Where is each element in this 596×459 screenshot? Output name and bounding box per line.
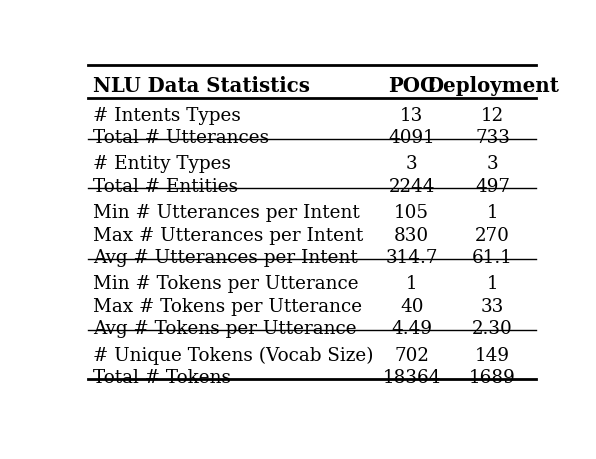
Text: 1: 1 [487, 204, 498, 222]
Text: 105: 105 [394, 204, 429, 222]
Text: 1: 1 [487, 275, 498, 293]
Text: 1689: 1689 [469, 368, 516, 386]
Text: 2244: 2244 [389, 177, 435, 196]
Text: 733: 733 [475, 129, 510, 146]
Text: 3: 3 [406, 155, 418, 173]
Text: Total # Tokens: Total # Tokens [93, 368, 231, 386]
Text: POC: POC [388, 76, 436, 96]
Text: NLU Data Statistics: NLU Data Statistics [93, 76, 310, 96]
Text: Max # Tokens per Utterance: Max # Tokens per Utterance [93, 297, 362, 315]
Text: 497: 497 [475, 177, 510, 196]
Text: 702: 702 [394, 346, 429, 364]
Text: 33: 33 [481, 297, 504, 315]
Text: Avg # Utterances per Intent: Avg # Utterances per Intent [93, 248, 358, 266]
Text: Deployment: Deployment [426, 76, 559, 96]
Text: Avg # Tokens per Utterance: Avg # Tokens per Utterance [93, 319, 356, 337]
Text: 4.49: 4.49 [391, 319, 432, 337]
Text: 314.7: 314.7 [386, 248, 438, 266]
Text: 270: 270 [475, 226, 510, 244]
Text: 830: 830 [394, 226, 429, 244]
Text: Min # Utterances per Intent: Min # Utterances per Intent [93, 204, 360, 222]
Text: 1: 1 [406, 275, 418, 293]
Text: 61.1: 61.1 [472, 248, 513, 266]
Text: Min # Tokens per Utterance: Min # Tokens per Utterance [93, 275, 359, 293]
Text: 3: 3 [487, 155, 498, 173]
Text: 13: 13 [400, 106, 423, 124]
Text: Total # Entities: Total # Entities [93, 177, 238, 196]
Text: # Intents Types: # Intents Types [93, 106, 241, 124]
Text: 4091: 4091 [389, 129, 435, 146]
Text: 12: 12 [481, 106, 504, 124]
Text: Max # Utterances per Intent: Max # Utterances per Intent [93, 226, 363, 244]
Text: 18364: 18364 [383, 368, 441, 386]
Text: Total # Utterances: Total # Utterances [93, 129, 269, 146]
Text: # Unique Tokens (Vocab Size): # Unique Tokens (Vocab Size) [93, 346, 374, 364]
Text: # Entity Types: # Entity Types [93, 155, 231, 173]
Text: 40: 40 [400, 297, 423, 315]
Text: 2.30: 2.30 [472, 319, 513, 337]
Text: 149: 149 [475, 346, 510, 364]
